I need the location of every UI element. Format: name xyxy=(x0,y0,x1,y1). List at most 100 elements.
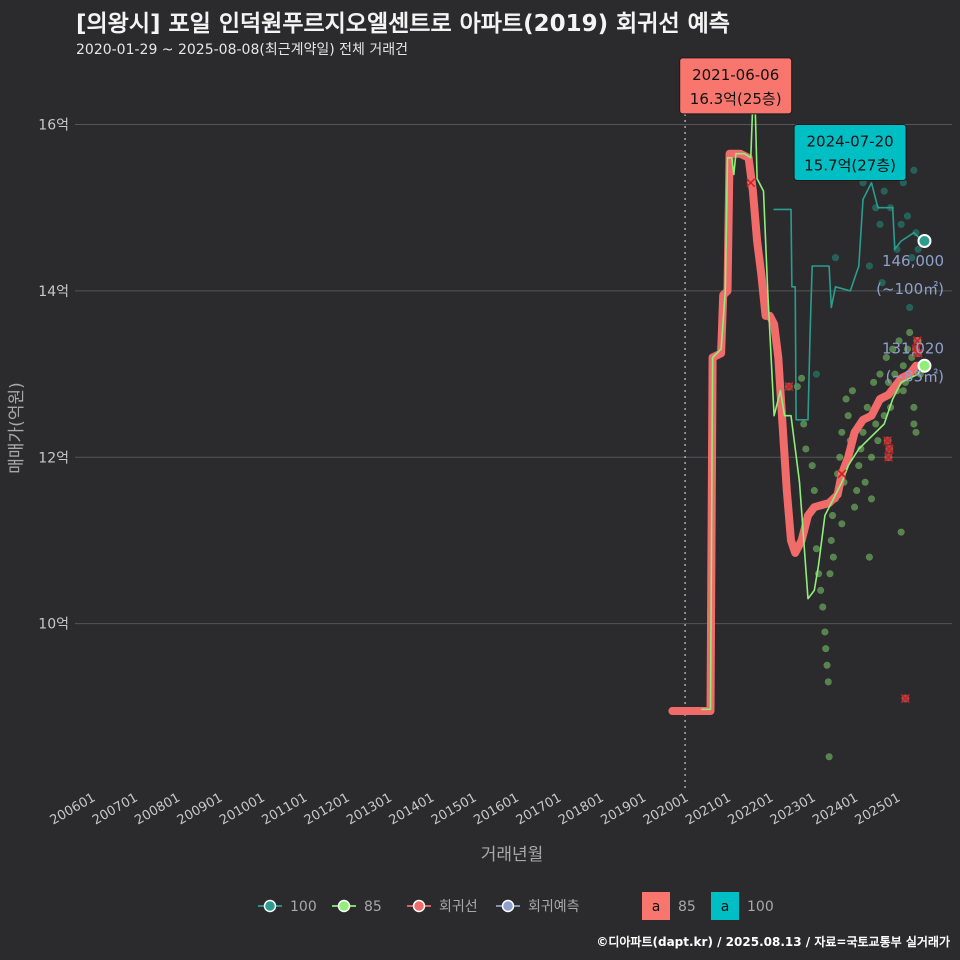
annotation-date: 2024-07-20 xyxy=(806,132,893,150)
x-mark-cross xyxy=(884,444,894,454)
legend-key-dot xyxy=(412,899,426,913)
scatter-point-85 xyxy=(857,445,865,453)
scatter-point-85 xyxy=(825,753,833,761)
series-line-회귀선 xyxy=(668,149,927,715)
scatter-point-85 xyxy=(827,536,835,544)
end-label-price: 146,000 xyxy=(882,252,944,270)
legend-label: 100 xyxy=(747,899,774,915)
scatter-point-85 xyxy=(798,374,806,382)
scatter-point-85 xyxy=(859,428,867,436)
y-axis-label: 매매가(억원) xyxy=(7,382,27,473)
scatter-point-100 xyxy=(831,254,839,262)
x-tick-label: 201501 xyxy=(429,790,479,828)
legend: 100 85 회귀선 회귀예측 a 85 a 100 xyxy=(258,892,774,920)
x-tick-label: 201801 xyxy=(556,790,606,828)
scatter-point-85 xyxy=(838,428,846,436)
x-tick-label: 200901 xyxy=(175,790,225,828)
scatter-point-85 xyxy=(910,403,918,411)
scatter-point-85 xyxy=(817,586,825,594)
scatter-point-85 xyxy=(836,453,844,461)
x-tick-label: 201601 xyxy=(471,790,521,828)
scatter-point-85 xyxy=(889,345,897,353)
series-line-85 xyxy=(701,98,924,711)
scatter-point-85 xyxy=(861,478,869,486)
y-tick-label: 16억 xyxy=(38,118,69,134)
end-labels: 146,000 (~100㎡) 131,020 (~85㎡) xyxy=(876,252,944,385)
x-tick-label: 201201 xyxy=(302,790,352,828)
scatter-point-85 xyxy=(851,503,859,511)
x-mark-cross xyxy=(837,469,847,479)
chart-caption: ©디아파트(dapt.kr) / 2025.08.13 / 자료=국토교통부 실… xyxy=(596,935,950,949)
scatter-point-100 xyxy=(878,279,886,287)
chart-title: [의왕시] 포일 인덕원푸르지오엘센트로 아파트(2019) 회귀선 예측 xyxy=(76,11,730,37)
scatter-point-100 xyxy=(910,166,918,174)
endpoint-85 xyxy=(917,358,932,373)
scatter-point-85 xyxy=(910,420,918,428)
scatter-point-85 xyxy=(874,437,882,445)
scatter-point-100 xyxy=(914,245,922,253)
legend-key-box xyxy=(642,892,670,920)
scatter-point-85 xyxy=(853,487,861,495)
scatter-point-85 xyxy=(891,370,899,378)
scatter-points xyxy=(793,146,924,761)
annotation-bg xyxy=(793,123,907,181)
x-tick-label: 200801 xyxy=(132,790,182,828)
x-tick-label: 201001 xyxy=(217,790,267,828)
scatter-point-85 xyxy=(863,403,871,411)
scatter-point-85 xyxy=(844,412,852,420)
x-mark-cross xyxy=(746,178,756,188)
scatter-point-85 xyxy=(802,445,810,453)
scatter-point-85 xyxy=(819,603,827,611)
x-mark-cross xyxy=(900,693,910,704)
x-tick-label: 201101 xyxy=(260,790,310,828)
scatter-point-85 xyxy=(868,453,876,461)
x-tick-label: 200601 xyxy=(48,790,98,828)
legend-label: 100 xyxy=(290,899,317,915)
scatter-point-85 xyxy=(897,528,905,536)
scatter-point-85 xyxy=(882,353,890,361)
end-label-price: 131,020 xyxy=(882,339,944,357)
annotation-bg xyxy=(679,57,793,115)
scatter-point-85 xyxy=(810,487,818,495)
scatter-point-85 xyxy=(838,520,846,528)
scatter-point-85 xyxy=(824,678,832,686)
legend-key-box xyxy=(711,892,739,920)
scatter-point-85 xyxy=(855,462,863,470)
y-tick-label: 12억 xyxy=(38,450,69,466)
scatter-point-100 xyxy=(812,370,820,378)
scatter-point-85 xyxy=(876,370,884,378)
scatter-point-100 xyxy=(906,304,914,312)
x-marks xyxy=(746,178,923,704)
x-tick-label: 200701 xyxy=(90,790,140,828)
x-mark-cross xyxy=(912,336,922,346)
scatter-point-85 xyxy=(904,345,912,353)
scatter-point-100 xyxy=(880,187,888,195)
scatter-point-85 xyxy=(848,387,856,395)
scatter-point-85 xyxy=(868,495,876,503)
series-line-100 xyxy=(773,182,924,421)
scatter-point-85 xyxy=(906,328,914,336)
legend-key-dot xyxy=(501,899,515,913)
legend-label: 회귀선 xyxy=(439,899,478,915)
annotation-value: 15.7억(27층) xyxy=(804,156,896,174)
y-tick-labels: 10억 12억 14억 16억 xyxy=(38,118,69,633)
x-tick-label: 201901 xyxy=(598,790,648,828)
scatter-point-85 xyxy=(884,378,892,386)
annotations: 2021-06-06 16.3억(25층) 2024-07-20 15.7억(27층) xyxy=(679,57,907,181)
x-tick-label: 202301 xyxy=(768,790,818,828)
x-mark-cross xyxy=(883,436,893,446)
scatter-point-100 xyxy=(876,220,884,228)
scatter-point-85 xyxy=(865,553,873,561)
legend-label: 회귀예측 xyxy=(528,899,580,915)
x-tick-labels: 2006012007012008012009012010012011012012… xyxy=(48,790,903,828)
legend-key-box-letter: a xyxy=(652,899,661,915)
end-label-area: (~100㎡) xyxy=(876,280,944,298)
x-tick-label: 202401 xyxy=(810,790,860,828)
legend-key-dot xyxy=(337,899,351,913)
chart-subtitle: 2020-01-29 ~ 2025-08-08(최근계약일) 전체 거래건 xyxy=(76,42,408,58)
legend-key-box-letter: a xyxy=(721,899,730,915)
end-label-area: (~85㎡) xyxy=(886,367,944,385)
x-mark-cross xyxy=(913,348,923,358)
annotation-value: 16.3억(25층) xyxy=(690,90,782,108)
